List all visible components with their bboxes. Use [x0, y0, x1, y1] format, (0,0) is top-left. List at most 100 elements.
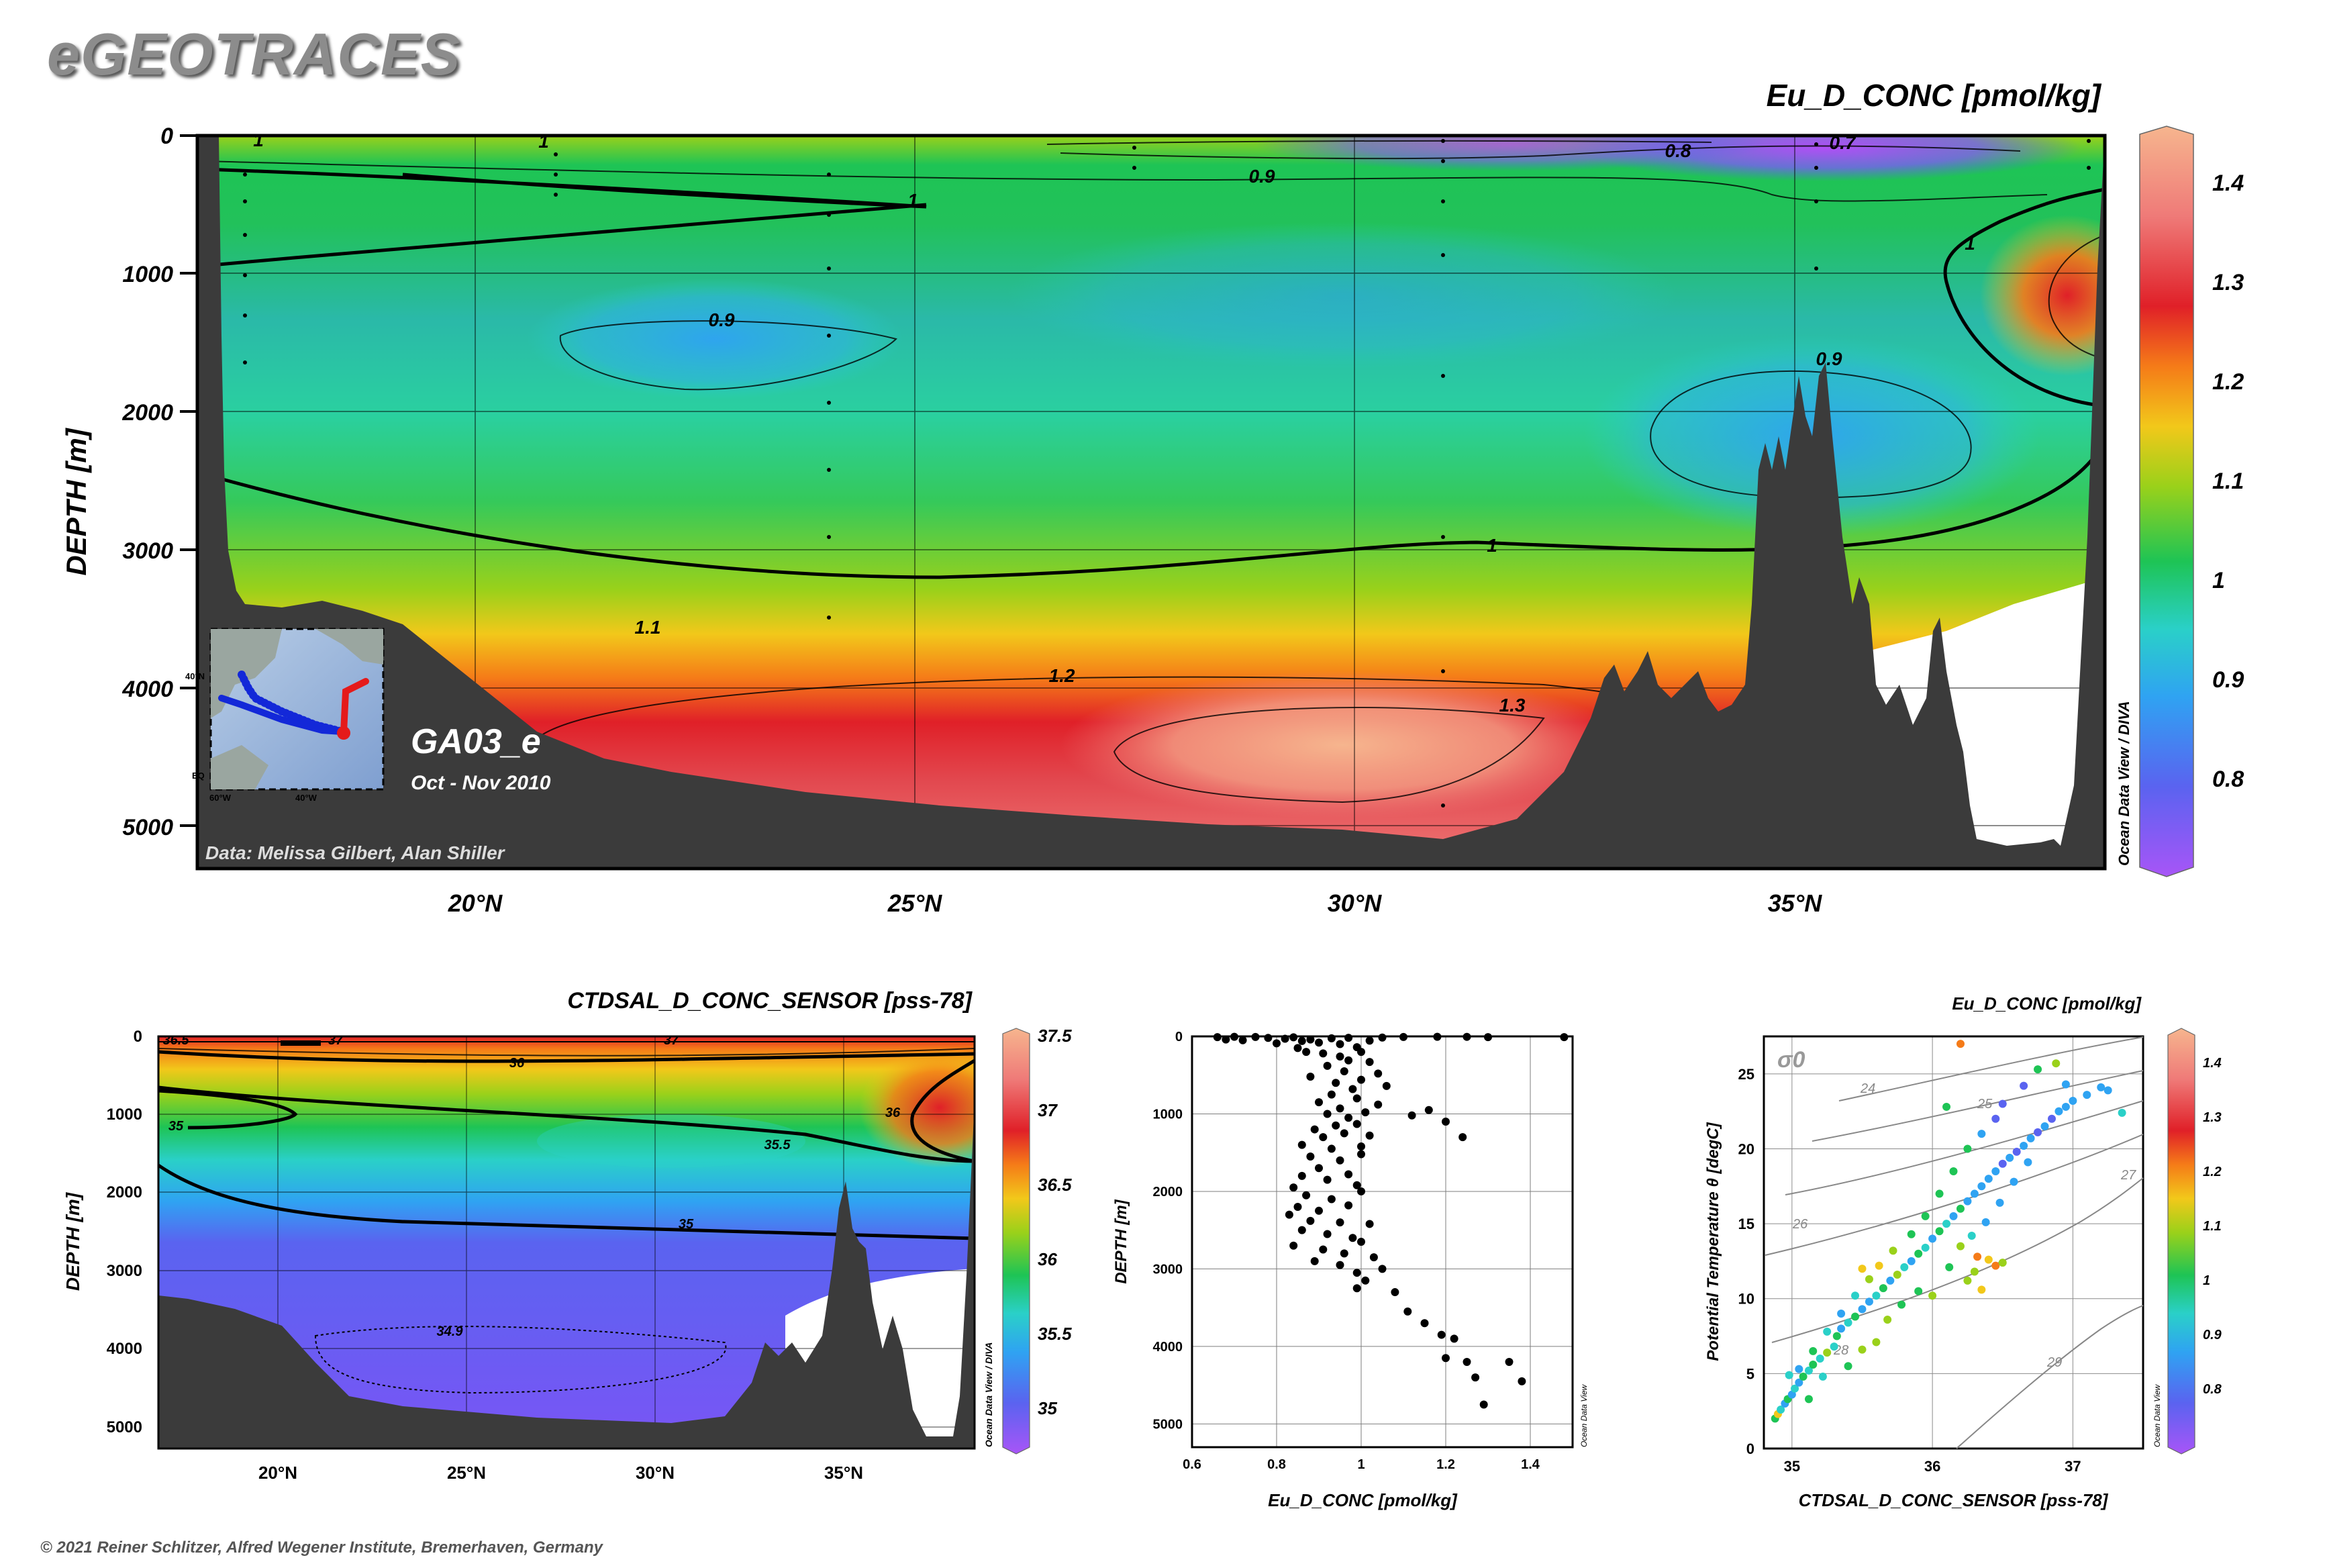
profile-point	[1327, 1195, 1336, 1204]
contour-label: 0.9	[1249, 166, 1275, 187]
contour-label: 1	[907, 190, 918, 211]
ts-point	[2097, 1083, 2106, 1091]
profile-point	[1327, 1144, 1336, 1153]
ts-point	[2054, 1107, 2063, 1116]
colorbar-tick: 1	[2203, 1273, 2210, 1288]
profile-point	[1315, 1038, 1323, 1047]
ts-point	[2020, 1081, 2028, 1090]
y-tick: 5	[1746, 1365, 1754, 1382]
ts-point	[1970, 1267, 1979, 1276]
ts-point	[1963, 1276, 1972, 1285]
ts-point	[1883, 1315, 1892, 1324]
isopycnal-label: 25	[1977, 1097, 1993, 1112]
ts-point	[1914, 1287, 1923, 1295]
profile-point	[1357, 1075, 1365, 1084]
ts-point	[1795, 1365, 1803, 1373]
y-tick: 4000	[107, 1340, 142, 1358]
profile-point	[1357, 1150, 1365, 1159]
sal-colorbar: 37.5 37 36.5 36 35.5 35 Ocean Data View …	[983, 1026, 1072, 1455]
y-tick: 2000	[1153, 1185, 1183, 1199]
ts-point	[2010, 1177, 2018, 1186]
y-tick: 5000	[1153, 1417, 1183, 1432]
sal-bathymetry	[158, 1101, 975, 1449]
ts-x-axis-label: CTDSAL_D_CONC_SENSOR [pss-78]	[1799, 1490, 2109, 1510]
profile-point	[1315, 1206, 1323, 1215]
ts-point	[1886, 1276, 1895, 1285]
profile-point	[1319, 1245, 1328, 1254]
profile-point	[1479, 1400, 1488, 1409]
ts-point	[1949, 1212, 1958, 1220]
profile-point	[1297, 1171, 1306, 1180]
ts-point	[1928, 1234, 1937, 1243]
colorbar-tick: 1	[2212, 568, 2225, 593]
profile-point	[1407, 1111, 1416, 1120]
profile-point	[1374, 1100, 1383, 1109]
ts-point	[1984, 1175, 1993, 1183]
contour-label: 35	[168, 1119, 184, 1134]
colorbar-tick: 0.9	[2212, 667, 2244, 693]
x-tick: 1.4	[1521, 1457, 1540, 1472]
ts-point	[1907, 1230, 1916, 1238]
ts-point	[1809, 1360, 1818, 1369]
ts-point	[1928, 1291, 1937, 1300]
copyright-notice: © 2021 Reiner Schlitzer, Alfred Wegener …	[40, 1538, 603, 1557]
profile-point	[1344, 1170, 1353, 1179]
ts-point	[1963, 1197, 1972, 1206]
ts-point	[1914, 1249, 1923, 1258]
profile-point	[1302, 1191, 1311, 1199]
ts-point	[1844, 1362, 1852, 1371]
profile-point	[1213, 1033, 1222, 1042]
profile-point	[1391, 1288, 1399, 1297]
profile-point	[1289, 1033, 1298, 1042]
profile-point	[1264, 1034, 1273, 1042]
colorbar-tick: 1.4	[2203, 1056, 2222, 1071]
odv-watermark: Ocean Data View / DIVA	[2116, 701, 2132, 866]
ts-point	[1832, 1332, 1841, 1340]
data-credit: Data: Melissa Gilbert, Alan Shiller	[205, 842, 506, 863]
profile-point	[1352, 1269, 1361, 1277]
profile-point	[1361, 1108, 1370, 1117]
profile-point	[1560, 1033, 1569, 1042]
colorbar-tick: 1.4	[2212, 170, 2244, 196]
ts-point	[1981, 1218, 1990, 1226]
colorbar-tick: 36.5	[1038, 1175, 1072, 1195]
profile-point	[1289, 1241, 1298, 1250]
contour-label: 35	[679, 1217, 694, 1232]
ts-point	[1865, 1275, 1873, 1283]
x-tick: 20°N	[258, 1463, 297, 1483]
x-tick: 30°N	[1328, 889, 1382, 917]
ts-point	[2083, 1091, 2091, 1099]
app-title: eGEOTRACES	[47, 21, 461, 87]
x-tick: 1	[1357, 1457, 1365, 1472]
profile-point	[1336, 1218, 1344, 1227]
inset-lat-label: 40°N	[185, 671, 205, 681]
sigma-label: σ0	[1777, 1047, 1805, 1073]
ts-point	[1823, 1327, 1832, 1336]
ts-point	[1942, 1102, 1951, 1111]
profile-point	[1352, 1120, 1361, 1128]
eu-y-ticks: 0 1000 2000 3000 4000 5000	[121, 124, 173, 840]
ts-point	[1837, 1310, 1846, 1318]
x-tick: 25°N	[887, 889, 942, 917]
contour-label: 37	[328, 1033, 344, 1048]
ts-point	[1991, 1114, 2000, 1123]
ts-point	[1799, 1372, 1808, 1381]
ts-point	[2118, 1108, 2126, 1117]
ts-point	[1963, 1144, 1972, 1153]
ts-point	[1872, 1291, 1881, 1300]
isopycnal-label: 27	[2120, 1168, 2136, 1183]
profile-point	[1365, 1036, 1374, 1045]
ts-point	[1921, 1212, 1930, 1220]
contour-label: 1	[1487, 535, 1497, 556]
ts-point	[1844, 1318, 1852, 1327]
contour-label: 0.8	[1665, 140, 1691, 161]
profile-point	[1433, 1032, 1442, 1041]
colorbar-tick: 36	[1038, 1249, 1057, 1269]
x-tick: 35	[1784, 1458, 1800, 1475]
profile-point	[1323, 1061, 1332, 1070]
profile-point	[1348, 1234, 1357, 1242]
profile-point	[1315, 1098, 1323, 1107]
profile-point	[1484, 1033, 1492, 1042]
profile-point	[1382, 1081, 1391, 1090]
profile-point	[1369, 1253, 1378, 1262]
